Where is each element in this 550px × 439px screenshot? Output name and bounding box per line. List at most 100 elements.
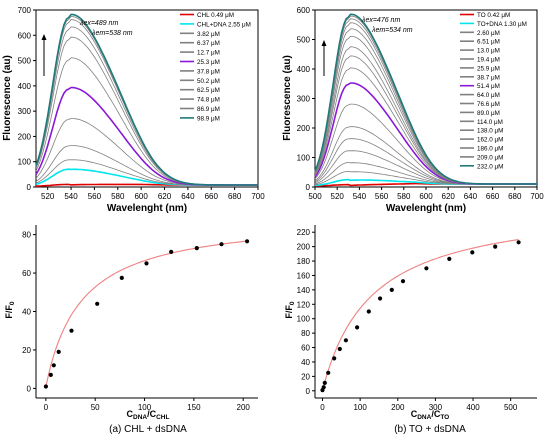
y-tick-label-bottom-right: 160	[297, 271, 311, 280]
data-point-bottom-left	[48, 372, 53, 377]
caption-bottom-left: (a) CHL + dsDNA	[109, 424, 187, 435]
data-point-bottom-left	[194, 246, 199, 251]
spectrum-line-top-left	[35, 86, 258, 186]
legend-label-top-left: 98.9 μM	[197, 115, 220, 122]
legend-label-top-right: TO+DNA 1.30 μM	[477, 21, 527, 28]
data-point-bottom-right	[343, 338, 348, 343]
data-point-bottom-left	[119, 275, 124, 280]
y-tick-label-top-right: 100	[297, 154, 311, 163]
panel-frame-top-left	[35, 9, 259, 188]
x-tick-label-top-right: 640	[464, 192, 478, 201]
x-tick-label-bottom-right: 300	[429, 403, 443, 412]
panel-top-right: 500 520 540 560 580 600 620 640 660 680 700 0 100 200…	[297, 6, 545, 201]
annotation-ex-top-left: λex=489 nm	[79, 20, 118, 27]
panel-bottom-left: 0 50 100 150 200 0 20 40 60 80	[22, 225, 258, 412]
y-tick-label-bottom-right: 120	[297, 300, 311, 309]
x-tick-label-bottom-left: 200	[237, 403, 251, 412]
legend-label-top-right: 2.60 μM	[477, 30, 500, 37]
data-point-bottom-left	[169, 249, 174, 254]
arrow-head-top-right	[321, 40, 327, 46]
data-point-bottom-left	[144, 261, 149, 266]
y-tick-label-bottom-right: 0	[306, 387, 311, 396]
x-tick-label-bottom-right: 400	[466, 403, 480, 412]
y-tick-label-top-right: 600	[297, 6, 311, 15]
x-tick-label-bottom-left: 50	[91, 403, 100, 412]
spectrum-line-top-right	[314, 22, 537, 185]
data-point-bottom-right	[424, 266, 429, 271]
legend-label-top-left: CHL 0.49 μM	[197, 12, 234, 19]
data-point-bottom-left	[219, 242, 224, 247]
spectrum-line-top-right	[314, 55, 537, 185]
x-tick-label-top-right: 520	[331, 192, 345, 201]
legend-label-top-right: 64.0 μM	[477, 92, 500, 99]
y-tick-label-top-right: 0	[306, 183, 311, 192]
y-tick-label-bottom-right: 180	[297, 257, 311, 266]
xlabel-top-right: Wavelenght (nm)	[386, 203, 466, 214]
y-tick-label-bottom-right: 40	[301, 358, 310, 367]
arrow-head-top-left	[41, 34, 47, 40]
data-point-bottom-right	[470, 250, 475, 255]
spectrum-line-top-left	[35, 26, 258, 186]
y-tick-label-bottom-left: 60	[22, 269, 31, 278]
data-point-bottom-left	[69, 328, 74, 333]
data-point-bottom-right	[332, 356, 337, 361]
xlabel-bottom-left: CDNA/CCHL	[127, 409, 170, 421]
legend-label-top-right: 19.4 μM	[477, 57, 500, 64]
x-tick-label-bottom-right: 100	[353, 403, 367, 412]
legend-label-top-right: TO 0.42 μM	[477, 12, 510, 19]
y-tick-label-bottom-right: 100	[297, 315, 311, 324]
legend-label-top-right: 138.0 μM	[477, 128, 503, 135]
y-tick-label-bottom-right: 80	[301, 329, 310, 338]
legend-label-top-right: 186.0 μM	[477, 146, 503, 153]
legend-label-top-left: 50.2 μM	[197, 78, 220, 85]
y-tick-label-bottom-right: 140	[297, 286, 311, 295]
data-point-bottom-left	[95, 301, 100, 306]
x-tick-label-bottom-right: 0	[320, 403, 325, 412]
y-tick-label-bottom-right: 60	[301, 344, 310, 353]
x-tick-label-top-left: 540	[64, 192, 78, 201]
y-tick-label-bottom-left: 0	[27, 384, 32, 393]
y-tick-label-bottom-left: 40	[22, 308, 31, 317]
xlabel-top-left: Wavelenght (nm)	[107, 203, 187, 214]
data-point-bottom-left	[245, 239, 250, 244]
x-tick-label-top-left: 640	[181, 192, 195, 201]
annotation-ex-top-right: λex=476 nm	[361, 17, 400, 24]
y-tick-label-top-right: 500	[297, 36, 311, 45]
legend-label-top-right: 209.0 μM	[477, 154, 503, 161]
legend-label-top-left: 3.82 μM	[197, 31, 220, 38]
x-tick-label-top-right: 700	[530, 192, 544, 201]
x-tick-label-top-left: 580	[111, 192, 125, 201]
x-tick-label-top-left: 700	[251, 192, 265, 201]
y-tick-label-top-left: 300	[18, 107, 32, 116]
x-tick-label-top-right: 680	[508, 192, 522, 201]
y-tick-label-bottom-right: 200	[297, 243, 311, 252]
legend-label-top-right: 232.0 μM	[477, 163, 503, 170]
legend-label-top-left: 12.7 μM	[197, 50, 220, 57]
x-tick-label-bottom-right: 500	[504, 403, 518, 412]
annotation-em-top-left: λem=538 nm	[91, 30, 133, 37]
panel-bottom-right: 0 100 200 300 400 500 0 20 40 60 80 100 120 140 160 180…	[297, 225, 537, 412]
legend-label-top-left: 37.8 μM	[197, 68, 220, 75]
x-tick-label-top-right: 600	[419, 192, 433, 201]
y-tick-label-top-left: 400	[18, 82, 32, 91]
y-tick-label-bottom-right: 20	[301, 372, 310, 381]
legend-label-top-left: 62.5 μM	[197, 87, 220, 94]
ylabel-top-right: Fluorescence (au)	[282, 55, 293, 141]
x-tick-label-top-right: 560	[375, 192, 389, 201]
fit-curve-bottom-left	[45, 240, 248, 387]
x-tick-label-top-left: 520	[41, 192, 55, 201]
caption-bottom-right: (b) TO + dsDNA	[394, 424, 466, 435]
legend-label-top-left: 74.8 μM	[197, 97, 220, 104]
x-tick-label-top-left: 560	[88, 192, 102, 201]
data-point-bottom-left	[56, 349, 61, 354]
data-point-bottom-right	[355, 325, 360, 330]
data-point-bottom-right	[516, 240, 521, 245]
ylabel-bottom-left: F/F0	[4, 301, 16, 319]
legend-label-top-right: 89.0 μM	[477, 110, 500, 117]
spectrum-line-top-left	[35, 13, 258, 186]
legend-label-top-right: 13.0 μM	[477, 48, 500, 55]
data-point-bottom-right	[493, 244, 498, 249]
spectrum-line-top-right	[314, 13, 537, 185]
panel-top-left: 520 540 560 580 600 620 640 660 680 700 0 100 200 300…	[18, 6, 266, 201]
